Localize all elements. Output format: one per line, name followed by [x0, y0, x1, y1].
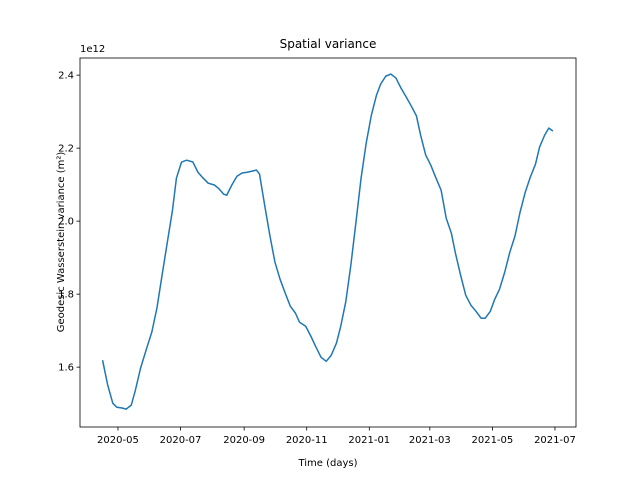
y-tick-label: 2.2	[58, 144, 74, 155]
y-tick-label: 1.6	[58, 363, 74, 374]
axes-frame	[79, 57, 577, 428]
y-tick-label: 2.0	[58, 217, 74, 228]
x-tick-label: 2020-07	[160, 435, 202, 446]
chart-title: Spatial variance	[280, 37, 377, 51]
y-tick-label: 2.4	[58, 71, 74, 82]
y-axis-label: Geodesic Wasserstein variance (m²)	[56, 152, 67, 333]
x-tick-label: 2021-05	[471, 435, 513, 446]
x-axis-label: Time (days)	[297, 458, 357, 469]
x-tick-label: 2020-09	[223, 435, 265, 446]
x-tick-label: 2021-01	[348, 435, 390, 446]
x-tick-label: 2020-11	[286, 435, 328, 446]
y-tick-label: 1.8	[58, 290, 74, 301]
y-offset-label: 1e12	[80, 44, 105, 55]
x-tick-label: 2021-07	[534, 435, 576, 446]
x-tick-label: 2021-03	[409, 435, 451, 446]
x-tick-label: 2020-05	[97, 435, 139, 446]
data-line	[101, 73, 554, 410]
